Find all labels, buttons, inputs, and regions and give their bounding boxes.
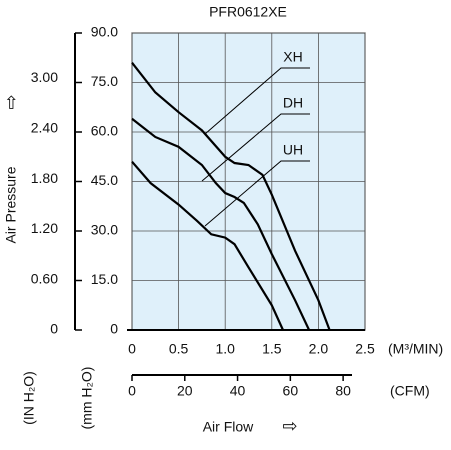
x-unit: (M³/MIN) bbox=[388, 341, 443, 357]
series-label: UH bbox=[283, 142, 303, 158]
x-tick-label: 0.5 bbox=[169, 341, 189, 357]
y-tick-label: 75.0 bbox=[91, 73, 118, 89]
x2-tick-label: 20 bbox=[177, 383, 193, 399]
y-axis-label: Air Pressure bbox=[3, 166, 19, 243]
curve bbox=[131, 117, 311, 331]
y-tick-label: 90.0 bbox=[91, 24, 118, 40]
series-label: XH bbox=[283, 49, 302, 65]
x-tick-label: 2.0 bbox=[309, 341, 329, 357]
leader-line bbox=[204, 67, 310, 135]
x2-unit: (CFM) bbox=[390, 383, 430, 399]
curve bbox=[131, 62, 331, 331]
y2-tick-label: 3.00 bbox=[31, 69, 58, 85]
arrow-icon: ⇨ bbox=[282, 416, 297, 436]
y-tick-label: 15.0 bbox=[91, 271, 118, 287]
x-tick-label: 1.5 bbox=[262, 341, 282, 357]
y2-tick-label: 1.80 bbox=[31, 170, 58, 186]
y2-tick-label: 2.40 bbox=[31, 120, 58, 136]
y2-unit: (IN H₂O) bbox=[21, 371, 37, 425]
y2-tick-label: 0.60 bbox=[31, 270, 58, 286]
arrow-icon: ⇨ bbox=[1, 94, 21, 109]
leader-line bbox=[201, 113, 310, 182]
y2-tick-label: 1.20 bbox=[31, 220, 58, 236]
chart-title: PFR0612XE bbox=[209, 4, 287, 20]
x2-tick-label: 60 bbox=[283, 383, 299, 399]
x-tick-label: 0 bbox=[128, 341, 136, 357]
y-unit: (mm H₂O) bbox=[79, 367, 95, 430]
y-tick-label: 60.0 bbox=[91, 123, 118, 139]
curve bbox=[131, 160, 284, 331]
y-tick-label: 0 bbox=[110, 321, 118, 337]
series-label: DH bbox=[283, 95, 303, 111]
x-axis-label: Air Flow bbox=[203, 419, 254, 435]
y-tick-label: 45.0 bbox=[91, 172, 118, 188]
x-tick-label: 2.5 bbox=[355, 341, 375, 357]
x2-tick-label: 40 bbox=[230, 383, 246, 399]
x2-tick-label: 80 bbox=[335, 383, 351, 399]
leader-line bbox=[204, 160, 310, 227]
x-tick-label: 1.0 bbox=[215, 341, 235, 357]
y2-tick-label: 0 bbox=[50, 321, 58, 337]
x2-tick-label: 0 bbox=[128, 383, 136, 399]
y-tick-label: 30.0 bbox=[91, 222, 118, 238]
